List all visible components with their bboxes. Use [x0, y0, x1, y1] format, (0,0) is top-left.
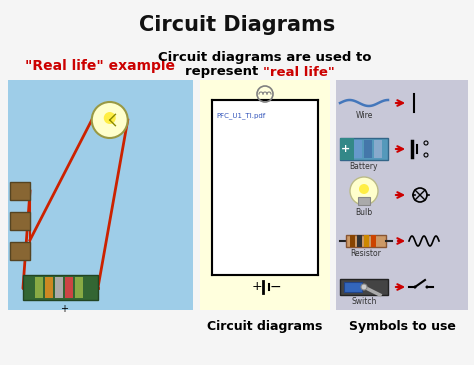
- Text: −: −: [269, 280, 281, 294]
- Text: "real life": "real life": [263, 65, 335, 78]
- Bar: [374, 140, 382, 158]
- Bar: [8, 80, 193, 310]
- Bar: [354, 140, 362, 158]
- Circle shape: [92, 102, 128, 138]
- Bar: [340, 279, 388, 295]
- Text: Symbols to use: Symbols to use: [348, 320, 456, 333]
- Text: +: +: [61, 304, 69, 314]
- Bar: [10, 182, 30, 200]
- Bar: [35, 277, 43, 298]
- Text: Bulb: Bulb: [356, 208, 373, 217]
- Bar: [10, 212, 30, 230]
- Bar: [212, 100, 318, 275]
- Bar: [340, 138, 388, 160]
- Text: Circuit diagrams are used to: Circuit diagrams are used to: [158, 51, 372, 65]
- Bar: [200, 80, 330, 310]
- Bar: [346, 235, 386, 247]
- Bar: [45, 277, 53, 298]
- Bar: [371, 235, 376, 247]
- Text: Switch: Switch: [351, 297, 377, 306]
- Text: Circuit Diagrams: Circuit Diagrams: [139, 15, 335, 35]
- Bar: [10, 242, 30, 260]
- Text: Battery: Battery: [350, 162, 378, 171]
- Circle shape: [350, 177, 378, 205]
- Bar: [23, 275, 98, 300]
- Text: PFC_U1_TI.pdf: PFC_U1_TI.pdf: [216, 112, 265, 119]
- Bar: [364, 235, 369, 247]
- Text: Circuit diagrams: Circuit diagrams: [207, 320, 323, 333]
- Text: Resistor: Resistor: [351, 249, 382, 258]
- Bar: [350, 235, 355, 247]
- Circle shape: [426, 285, 428, 288]
- Bar: [344, 282, 362, 292]
- Bar: [336, 80, 468, 310]
- Text: +: +: [252, 280, 262, 293]
- Bar: [358, 197, 370, 205]
- Text: represent: represent: [185, 65, 263, 78]
- Text: "Real life" example: "Real life" example: [26, 59, 175, 73]
- Circle shape: [361, 284, 367, 290]
- Bar: [65, 277, 73, 298]
- Circle shape: [413, 285, 417, 288]
- Bar: [340, 138, 354, 160]
- Text: Wire: Wire: [356, 111, 373, 120]
- Bar: [55, 277, 63, 298]
- Circle shape: [359, 184, 369, 194]
- Bar: [364, 140, 372, 158]
- Bar: [75, 277, 83, 298]
- Circle shape: [104, 112, 116, 124]
- Text: +: +: [341, 144, 351, 154]
- Bar: [357, 235, 362, 247]
